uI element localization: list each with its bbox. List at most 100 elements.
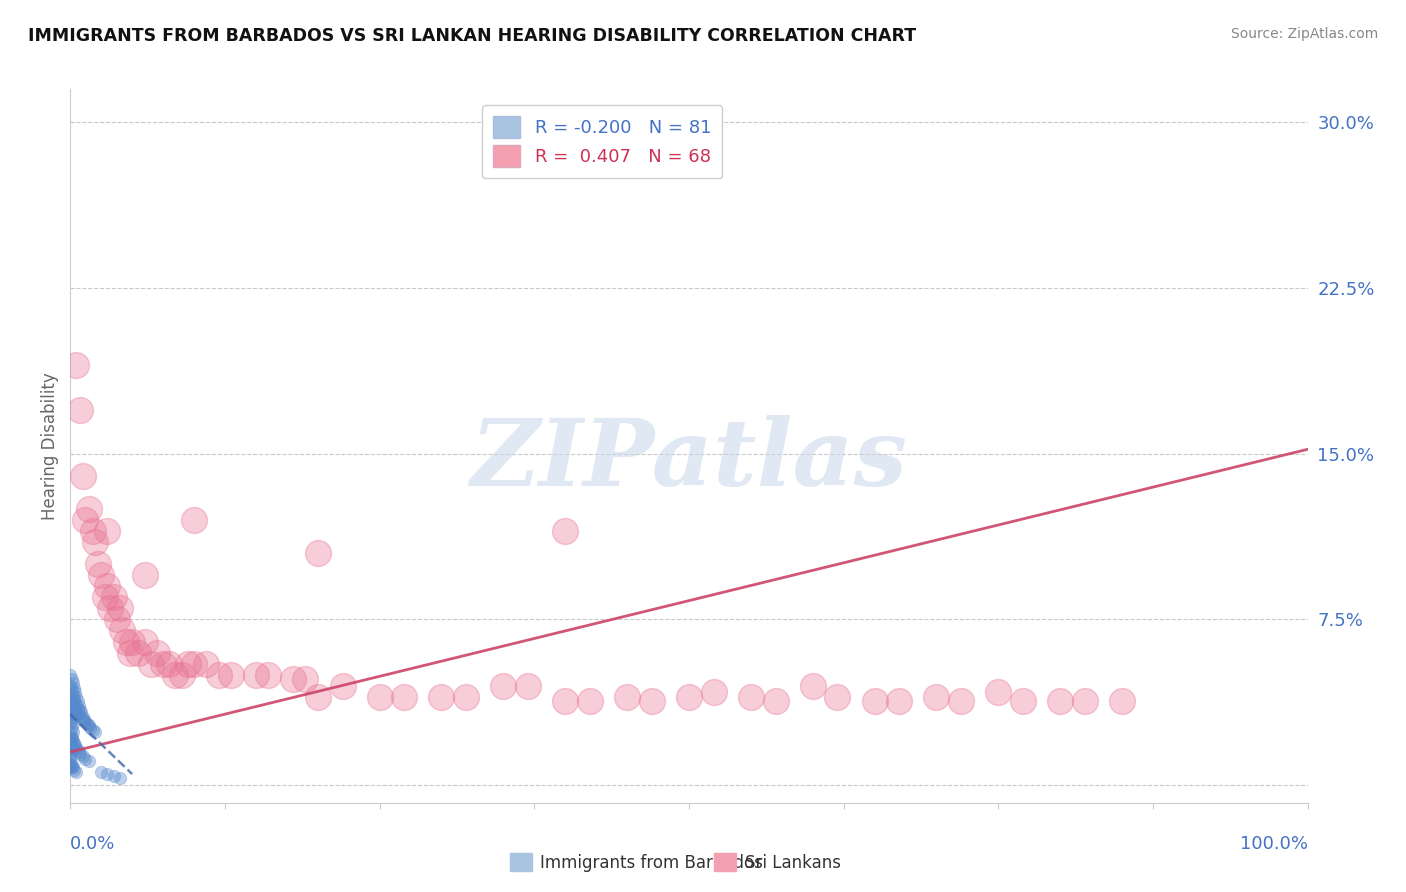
Point <box>67 698 90 713</box>
Point <box>108 772 131 786</box>
Point <box>84 535 107 549</box>
Point <box>115 634 138 648</box>
Point <box>59 707 82 722</box>
Point <box>65 739 87 753</box>
Point <box>82 524 104 538</box>
Point <box>60 739 83 753</box>
Point <box>59 749 82 764</box>
Point <box>1111 694 1133 708</box>
Point <box>59 716 82 731</box>
Point <box>59 756 82 770</box>
Point <box>59 751 82 765</box>
Bar <box>509 853 531 871</box>
Point <box>90 764 112 779</box>
Point <box>307 690 329 704</box>
Point <box>332 679 354 693</box>
Point <box>62 707 84 722</box>
Point <box>554 524 576 538</box>
Point <box>59 736 82 750</box>
Point <box>111 624 134 638</box>
Point <box>72 468 94 483</box>
Point <box>65 685 87 699</box>
Point <box>889 694 911 708</box>
Point <box>60 703 83 717</box>
Point <box>368 690 391 704</box>
Point <box>59 740 82 755</box>
Point <box>59 730 82 744</box>
Point <box>195 657 218 671</box>
Point <box>59 679 82 693</box>
Point <box>616 690 638 704</box>
Text: Sri Lankans: Sri Lankans <box>745 854 841 871</box>
Point <box>60 721 83 735</box>
Point <box>72 712 94 726</box>
Point <box>108 601 131 615</box>
Point <box>62 760 84 774</box>
Point <box>65 705 87 719</box>
Point <box>394 690 416 704</box>
Point <box>75 751 97 765</box>
Point <box>59 734 82 748</box>
Point <box>1074 694 1097 708</box>
Text: Source: ZipAtlas.com: Source: ZipAtlas.com <box>1230 27 1378 41</box>
Point <box>121 634 143 648</box>
Point <box>740 690 762 704</box>
Point <box>66 694 89 708</box>
Point <box>134 634 156 648</box>
Point <box>127 646 149 660</box>
Point <box>59 758 82 772</box>
Point <box>77 718 100 732</box>
Point <box>146 646 169 660</box>
Point <box>103 769 125 783</box>
Point <box>59 725 82 739</box>
Point <box>86 558 108 572</box>
Point <box>77 754 100 768</box>
Point <box>65 690 87 704</box>
Point <box>157 657 180 671</box>
Text: IMMIGRANTS FROM BARBADOS VS SRI LANKAN HEARING DISABILITY CORRELATION CHART: IMMIGRANTS FROM BARBADOS VS SRI LANKAN H… <box>28 27 917 45</box>
Point <box>183 657 205 671</box>
Point <box>90 568 112 582</box>
Point <box>69 747 91 762</box>
Point <box>105 612 128 626</box>
Point <box>59 690 82 704</box>
Point <box>765 694 787 708</box>
Point <box>456 690 478 704</box>
Point <box>183 513 205 527</box>
Point <box>1012 694 1035 708</box>
Point <box>72 749 94 764</box>
Point <box>67 707 90 722</box>
Point <box>492 679 515 693</box>
Point <box>118 646 141 660</box>
Point <box>63 681 86 695</box>
Point <box>152 657 174 671</box>
Y-axis label: Hearing Disability: Hearing Disability <box>41 372 59 520</box>
Point <box>60 758 83 772</box>
Point <box>72 709 94 723</box>
Point <box>294 672 316 686</box>
Point <box>554 694 576 708</box>
Point <box>517 679 540 693</box>
Point <box>59 700 82 714</box>
Point <box>63 692 86 706</box>
Point <box>96 524 118 538</box>
Point <box>62 698 84 713</box>
Point <box>65 359 87 373</box>
Text: 0.0%: 0.0% <box>70 835 115 853</box>
Point <box>801 679 824 693</box>
Point <box>60 694 83 708</box>
Point <box>60 712 83 726</box>
Point <box>94 591 117 605</box>
Text: 100.0%: 100.0% <box>1240 835 1308 853</box>
Point <box>63 709 86 723</box>
Point <box>60 672 83 686</box>
Point <box>60 739 83 753</box>
Point <box>59 743 82 757</box>
Point <box>103 591 125 605</box>
Point <box>77 502 100 516</box>
Point <box>219 667 242 681</box>
Point <box>66 743 89 757</box>
Point <box>59 745 82 759</box>
Point <box>62 676 84 690</box>
Point <box>170 667 193 681</box>
